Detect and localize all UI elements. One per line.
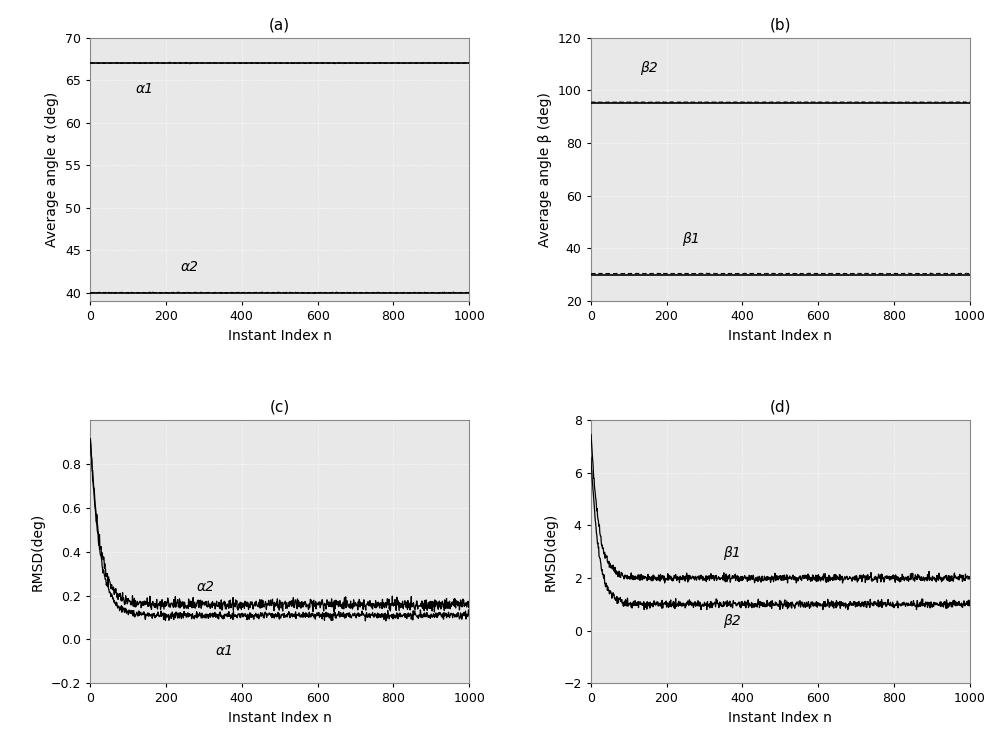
Text: β1: β1 (723, 546, 741, 560)
Title: (a): (a) (269, 17, 290, 32)
Text: α2: α2 (196, 580, 214, 594)
Y-axis label: RMSD(deg): RMSD(deg) (31, 512, 45, 591)
X-axis label: Instant Index n: Instant Index n (728, 711, 832, 725)
X-axis label: Instant Index n: Instant Index n (728, 329, 832, 342)
Y-axis label: RMSD(deg): RMSD(deg) (544, 512, 558, 591)
Text: β2: β2 (723, 614, 741, 629)
Title: (b): (b) (770, 17, 791, 32)
Text: β2: β2 (640, 61, 658, 75)
Text: α1: α1 (136, 82, 154, 96)
Text: β1: β1 (682, 232, 699, 246)
Text: α2: α2 (181, 261, 199, 274)
Title: (c): (c) (270, 400, 290, 415)
Y-axis label: Average angle α (deg): Average angle α (deg) (45, 92, 59, 247)
X-axis label: Instant Index n: Instant Index n (228, 329, 332, 342)
Title: (d): (d) (770, 400, 791, 415)
Text: α1: α1 (215, 644, 233, 658)
Y-axis label: Average angle β (deg): Average angle β (deg) (538, 92, 552, 247)
X-axis label: Instant Index n: Instant Index n (228, 711, 332, 725)
